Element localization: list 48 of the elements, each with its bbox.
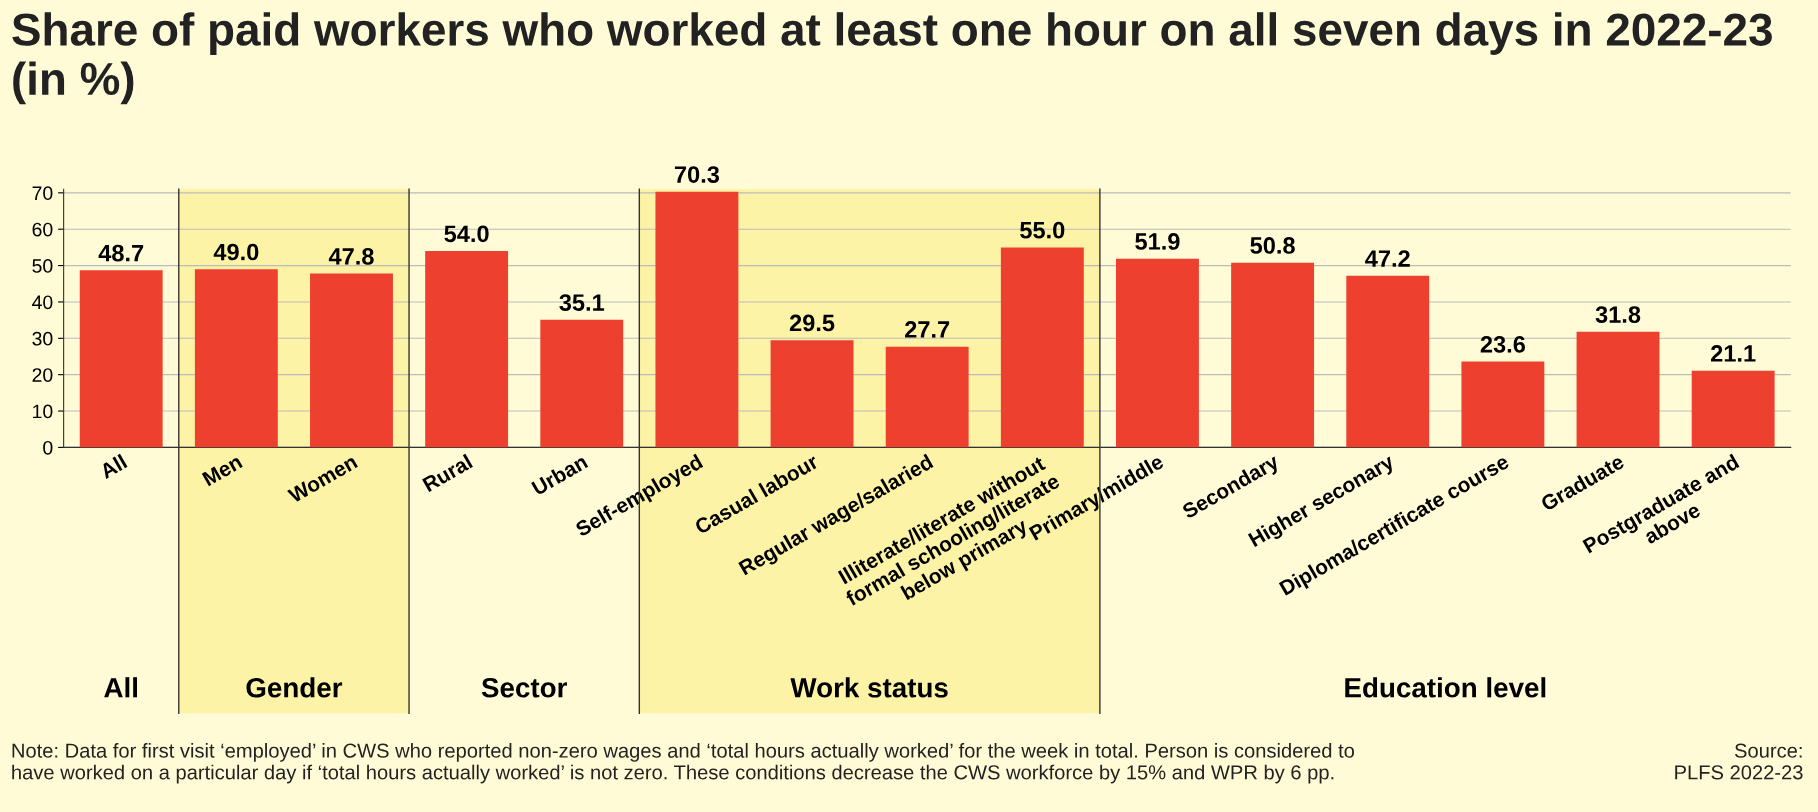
bar [194, 269, 278, 448]
y-tick-label: 60 [32, 222, 53, 237]
band-label: Work status [790, 677, 948, 698]
text: All [104, 677, 137, 698]
data-label: 31.8 [1595, 306, 1641, 323]
bar [655, 191, 739, 448]
source-note: Source: PLFS 2022-23 [1675, 743, 1803, 780]
text: Note: Data for first visit ‘employed’ in CWS who reported non-zero wages and ‘total hours actually worked’ for the week in total. Person is considered to have worked on a particular day if ‘total hours actually worked’ is not zero. These conditions decrease the CWS workforce by 15% and WPR by 6 pp. [12, 742, 1355, 784]
bar [540, 319, 624, 448]
bar [425, 251, 509, 448]
data-label: 47.2 [1365, 250, 1410, 267]
bar [79, 270, 163, 448]
data-label: 27.7 [905, 321, 950, 338]
bar [1116, 258, 1199, 448]
data-label: 55.0 [1020, 221, 1065, 239]
data-label: 47.8 [328, 248, 374, 265]
bar [1576, 331, 1660, 448]
bar [1000, 247, 1084, 448]
bar [310, 273, 393, 448]
y-tick-label: 0 [43, 440, 53, 455]
y-tick-label: 50 [32, 259, 53, 273]
text: Education level [1345, 677, 1546, 698]
y-tick-label: 20 [32, 368, 53, 382]
x-tick-label: Men [201, 454, 243, 487]
data-label: 29.5 [789, 314, 835, 332]
data-label: 48.7 [98, 244, 144, 262]
bar [1691, 370, 1775, 448]
y-tick-label: 30 [32, 331, 53, 346]
chart-title: Share of paid workers who worked at least one hour on all seven days in 2022-23 (in %) [12, 12, 1772, 105]
x-tick-label: All [98, 453, 128, 480]
data-label: 51.9 [1135, 233, 1180, 250]
y-tick-label: 70 [32, 186, 53, 201]
band-label: Gender [246, 677, 343, 698]
bar [770, 340, 854, 448]
bar [1461, 361, 1545, 448]
text: Sector [481, 677, 567, 698]
data-label: 54.0 [444, 225, 489, 243]
bar [1231, 262, 1315, 448]
data-label: 50.8 [1250, 237, 1295, 254]
data-label: 35.1 [559, 294, 605, 311]
bar [885, 346, 969, 448]
data-label: 23.6 [1480, 336, 1526, 353]
bar [1346, 275, 1430, 448]
data-label: 70.3 [674, 166, 720, 183]
data-label: 21.1 [1711, 345, 1756, 362]
y-tick-label: 10 [33, 404, 53, 419]
y-tick-label: 40 [32, 295, 53, 310]
data-label: 49.0 [213, 243, 259, 261]
